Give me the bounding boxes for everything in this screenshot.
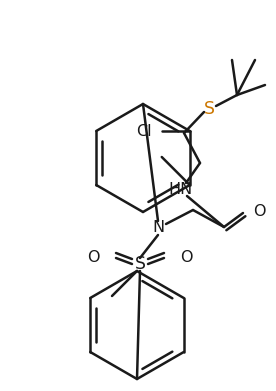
- Text: O: O: [253, 203, 266, 219]
- Text: HN: HN: [169, 183, 193, 197]
- Text: O: O: [180, 251, 192, 265]
- Text: S: S: [203, 100, 214, 118]
- Text: N: N: [152, 221, 164, 235]
- Text: S: S: [134, 255, 145, 273]
- Text: Cl: Cl: [136, 124, 152, 138]
- Text: O: O: [87, 251, 100, 265]
